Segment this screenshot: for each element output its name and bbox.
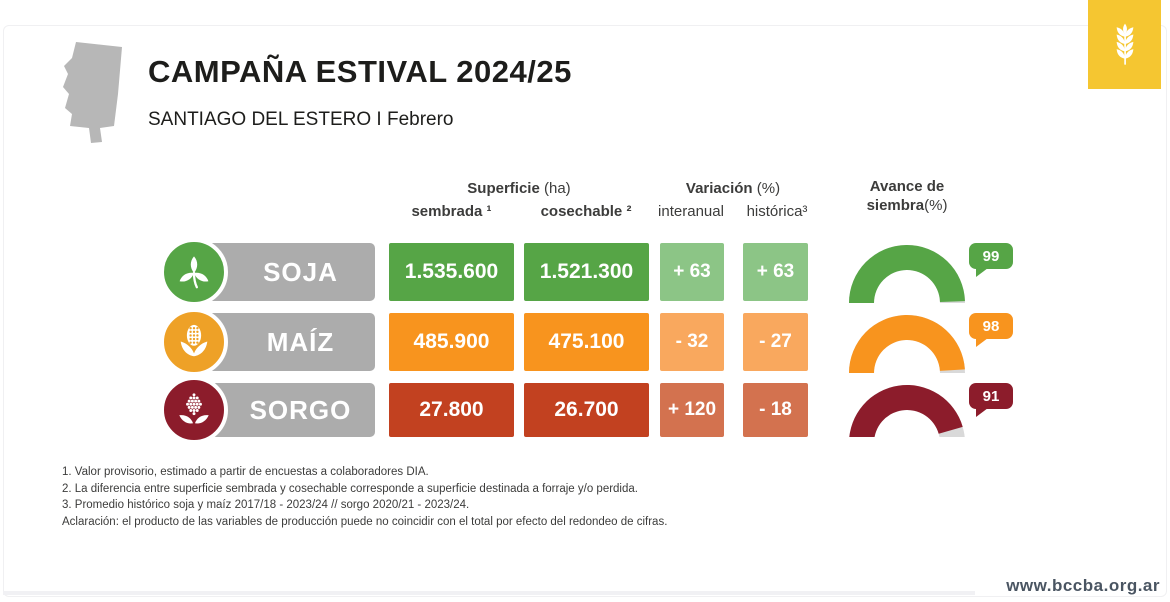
interannual-variation-value: + 120 — [660, 383, 724, 437]
footnote-line: 2. La diferencia entre superficie sembra… — [62, 482, 638, 495]
footnote-line: Aclaración: el producto de las variables… — [62, 515, 668, 528]
sown-area-value: 1.535.600 — [389, 243, 514, 301]
sowing-progress-badge: 99 — [969, 243, 1013, 269]
sorghum-icon — [160, 376, 228, 444]
page-title: CAMPAÑA ESTIVAL 2024/25 — [148, 54, 572, 89]
footnote-line: 1. Valor provisorio, estimado a partir d… — [62, 466, 429, 478]
header-cosechable: cosechable ² — [540, 203, 632, 220]
header-interanual: interanual — [658, 203, 724, 220]
wheat-icon — [1116, 23, 1133, 65]
sown-area-value: 27.800 — [389, 383, 514, 437]
header-superficie-unit: (ha) — [544, 180, 571, 197]
header-variacion-label: Variación — [685, 180, 753, 197]
historical-variation-value: - 18 — [743, 383, 808, 437]
santiago-del-estero-map — [60, 42, 128, 146]
sowing-progress-gauge-wrap — [847, 383, 967, 437]
header-avance-unit: (%) — [924, 197, 948, 214]
sown-area-value: 485.900 — [389, 313, 514, 371]
table-row-sorgo: SORGO 27.800 26.700 + 120- 18 91 — [0, 376, 1170, 444]
harvestable-area-value: 1.521.300 — [524, 243, 649, 301]
header-variacion: Variación (%) — [652, 179, 814, 198]
interannual-variation-value: - 32 — [660, 313, 724, 371]
footer-divider — [3, 591, 975, 595]
brand-logo — [1088, 0, 1161, 89]
harvestable-area-value: 475.100 — [524, 313, 649, 371]
footnotes: 1. Valor provisorio, estimado a partir d… — [62, 464, 667, 530]
header-historica: histórica³ — [746, 203, 808, 220]
sowing-progress-gauge — [849, 314, 965, 373]
corn-icon — [160, 308, 228, 376]
sowing-progress-gauge-wrap — [847, 243, 967, 303]
header-superficie: Superficie (ha) — [389, 179, 649, 198]
sowing-progress-gauge — [849, 244, 965, 303]
header-superficie-label: Superficie — [467, 180, 540, 197]
sowing-progress-gauge-wrap — [847, 313, 967, 373]
historical-variation-value: - 27 — [743, 313, 808, 371]
interannual-variation-value: + 63 — [660, 243, 724, 301]
sowing-progress-gauge — [849, 385, 965, 437]
harvestable-area-value: 26.700 — [524, 383, 649, 437]
header-avance-line1: Avance de — [869, 178, 945, 195]
header-avance-line2: siembra — [866, 197, 925, 214]
sowing-progress-badge: 98 — [969, 313, 1013, 339]
sowing-progress-badge: 91 — [969, 383, 1013, 409]
historical-variation-value: + 63 — [743, 243, 808, 301]
footnote-line: 3. Promedio histórico soja y maíz 2017/1… — [62, 499, 470, 511]
website-link[interactable]: www.bccba.org.ar — [1006, 576, 1160, 595]
header-sembrada: sembrada ¹ — [411, 203, 492, 220]
table-row-soja: SOJA 1.535.600 1.521.300 + 63 + 63 99 — [0, 238, 1170, 306]
soybean-icon — [160, 238, 228, 306]
header-variacion-unit: (%) — [756, 180, 781, 197]
page-subtitle: SANTIAGO DEL ESTERO I Febrero — [148, 109, 454, 130]
header-avance: Avance de siembra(%) — [843, 177, 971, 215]
table-row-maíz: MAÍZ 485.900 475.100- 32- 27 98 — [0, 308, 1170, 376]
